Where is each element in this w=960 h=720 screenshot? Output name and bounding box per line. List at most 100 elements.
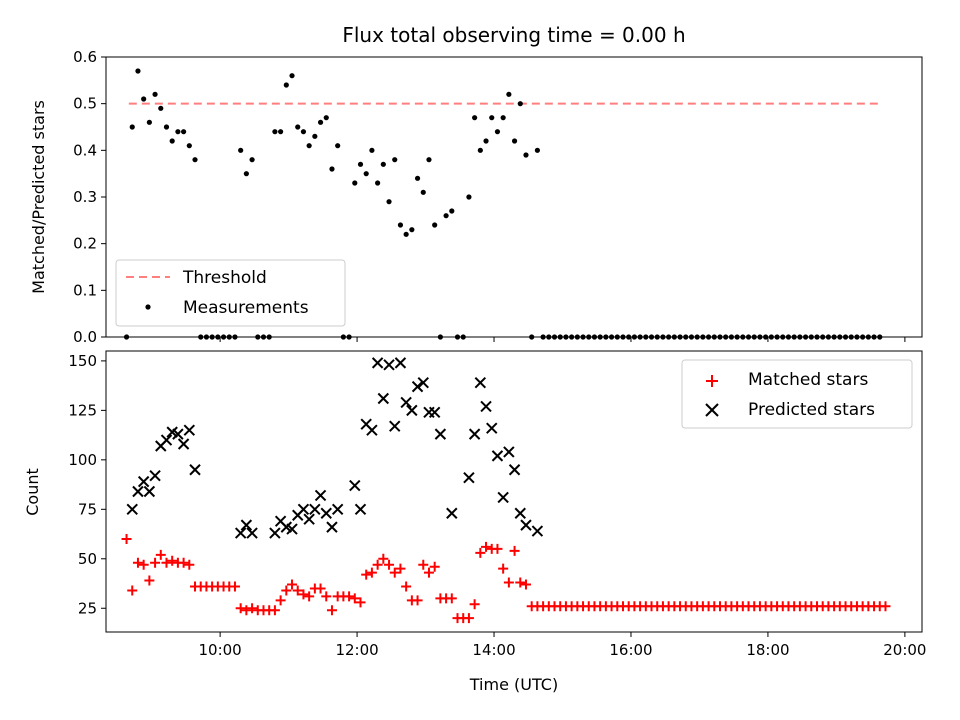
bottom-matched-stars-point-11 bbox=[184, 559, 195, 570]
bottom-x-tick-label: 10:00 bbox=[199, 641, 242, 659]
bottom-matched-stars-point-4 bbox=[144, 575, 155, 586]
top-measurements-point-48 bbox=[397, 222, 404, 228]
bottom-matched-stars-point-61 bbox=[469, 599, 480, 610]
bottom-y-tick-label: 150 bbox=[68, 352, 97, 370]
bottom-predicted-stars-point-55 bbox=[531, 525, 544, 537]
top-measurements-point-47 bbox=[392, 157, 398, 163]
bottom-matched-stars-point-5 bbox=[150, 557, 161, 568]
top-measurements-point-9 bbox=[175, 129, 181, 135]
bottom-matched-stars-point-66 bbox=[498, 563, 509, 574]
bottom-axes: 25 50 75 100 125 150 10:00 12:00 14:00 16:00 18:00… bbox=[68, 350, 926, 659]
top-measurements-point-28 bbox=[283, 82, 289, 88]
bottom-predicted-stars-point-13 bbox=[240, 519, 253, 531]
bottom-matched-stars-point-28 bbox=[281, 585, 292, 596]
bottom-predicted-stars-point-42 bbox=[434, 428, 447, 440]
bottom-predicted-stars-point-6 bbox=[160, 434, 173, 446]
bottom-y-tick-label: 100 bbox=[68, 451, 97, 469]
bottom-matched-stars-point-35 bbox=[321, 591, 332, 602]
bottom-predicted-stars-point-34 bbox=[389, 420, 401, 432]
bottom-matched-stars-point-70 bbox=[520, 579, 531, 590]
bottom-matched-stars-point-20 bbox=[235, 603, 246, 614]
bottom-y-axis-label: Count bbox=[23, 468, 42, 516]
bottom-matched-stars-point-47 bbox=[389, 567, 400, 578]
top-measurements-point-62 bbox=[477, 147, 483, 153]
top-y-tick-label: 0.2 bbox=[73, 235, 97, 253]
bottom-predicted-stars-point-47 bbox=[480, 400, 492, 413]
bottom-matched-stars-point-46 bbox=[384, 559, 395, 570]
bottom-predicted-stars-point-20 bbox=[297, 503, 310, 516]
bottom-matched-stars-point-19 bbox=[229, 581, 240, 592]
bottom-predicted-stars-point-24 bbox=[320, 507, 332, 519]
bottom-matched-stars-point-57 bbox=[446, 593, 457, 604]
top-measurements-point-68 bbox=[511, 138, 518, 144]
top-y-tick-label: 0.0 bbox=[73, 328, 97, 346]
threshold-legend-label: Threshold bbox=[182, 268, 267, 288]
bottom-matched-stars-point-62 bbox=[475, 547, 486, 558]
bottom-predicted-stars-point-3 bbox=[143, 485, 156, 498]
top-measurements-point-3 bbox=[141, 96, 147, 102]
bottom-predicted-stars-point-48 bbox=[486, 422, 498, 434]
top-y-tick-label: 0.6 bbox=[73, 48, 97, 66]
bottom-matched-stars-point-31 bbox=[298, 589, 309, 600]
bottom-y-tick-label: 25 bbox=[78, 599, 97, 617]
top-measurements-point-35 bbox=[323, 115, 329, 121]
bottom-matched-stars-point-43 bbox=[366, 567, 377, 578]
bottom-matched-stars-point-34 bbox=[315, 583, 326, 594]
chart-title: Flux total observing time = 0.00 h bbox=[342, 23, 685, 47]
top-measurements-point-30 bbox=[295, 124, 301, 130]
top-measurements-point-49 bbox=[403, 231, 409, 237]
bottom-y-tick-label: 50 bbox=[78, 550, 97, 568]
bottom-axes-frame bbox=[105, 350, 923, 633]
top-y-axis-label: Matched/Predicted stars bbox=[29, 100, 48, 294]
bottom-matched-stars-point-48 bbox=[395, 563, 406, 574]
bottom-matched-stars-point-39 bbox=[344, 591, 355, 602]
bottom-y-tick-label: 125 bbox=[68, 401, 97, 419]
bottom-matched-stars-point-52 bbox=[418, 559, 429, 570]
top-measurements-point-12 bbox=[192, 157, 198, 163]
top-measurements-point-20 bbox=[238, 147, 244, 153]
bottom-matched-stars-point-8 bbox=[167, 555, 178, 566]
bottom-predicted-stars-point-4 bbox=[149, 469, 161, 482]
top-measurements-point-61 bbox=[472, 115, 478, 121]
bottom-matched-stars-point-0 bbox=[121, 533, 132, 544]
bottom-matched-stars-point-6 bbox=[155, 549, 166, 560]
bottom-matched-stars-point-41 bbox=[355, 597, 366, 608]
bottom-predicted-stars-point-8 bbox=[172, 428, 184, 440]
bottom-matched-stars-point-49 bbox=[401, 581, 412, 592]
bottom-predicted-stars-point-45 bbox=[468, 428, 481, 440]
top-y-tick-label: 0.4 bbox=[73, 141, 97, 159]
bottom-predicted-stars-point-52 bbox=[508, 464, 521, 476]
measurements-legend-swatch bbox=[145, 304, 151, 310]
bottom-x-tick-label: 12:00 bbox=[335, 641, 378, 659]
bottom-predicted-stars-point-33 bbox=[383, 359, 395, 371]
bottom-matched-stars-point-60 bbox=[463, 613, 474, 624]
bottom-predicted-stars-point-28 bbox=[354, 503, 367, 516]
bottom-y-tick-label: 75 bbox=[78, 500, 97, 518]
top-measurements-point-40 bbox=[352, 180, 358, 186]
top-measurements-point-67 bbox=[506, 91, 512, 97]
top-measurements-point-60 bbox=[466, 194, 472, 200]
top-measurements-point-45 bbox=[380, 161, 386, 167]
matched-legend-label: Matched stars bbox=[748, 370, 868, 390]
bottom-matched-stars-point-45 bbox=[378, 553, 389, 564]
top-measurements-point-7 bbox=[163, 124, 170, 130]
bottom-predicted-stars-point-54 bbox=[520, 519, 532, 531]
bottom-predicted-stars-point-50 bbox=[497, 491, 509, 504]
top-measurements-point-69 bbox=[517, 101, 523, 107]
bottom-x-tick-label: 16:00 bbox=[609, 641, 652, 659]
predicted-legend-swatch bbox=[705, 403, 719, 417]
bottom-matched-stars-point-65 bbox=[492, 543, 503, 554]
bottom-predicted-stars-point-39 bbox=[417, 376, 429, 389]
top-measurements-point-57 bbox=[449, 208, 455, 214]
top-measurements-point-4 bbox=[146, 119, 152, 125]
bottom-predicted-stars-point-44 bbox=[463, 471, 475, 484]
top-measurements-point-64 bbox=[489, 115, 495, 121]
top-measurements-point-26 bbox=[272, 129, 278, 135]
top-measurements-point-10 bbox=[181, 129, 187, 135]
top-measurements-point-29 bbox=[289, 73, 295, 79]
bottom-matched-stars-point-21 bbox=[241, 605, 252, 616]
bottom-matched-stars-point-32 bbox=[304, 591, 315, 602]
top-measurements-point-2 bbox=[135, 68, 141, 74]
bottom-matched-stars-point-2 bbox=[132, 557, 143, 568]
top-measurements-point-51 bbox=[414, 175, 421, 181]
